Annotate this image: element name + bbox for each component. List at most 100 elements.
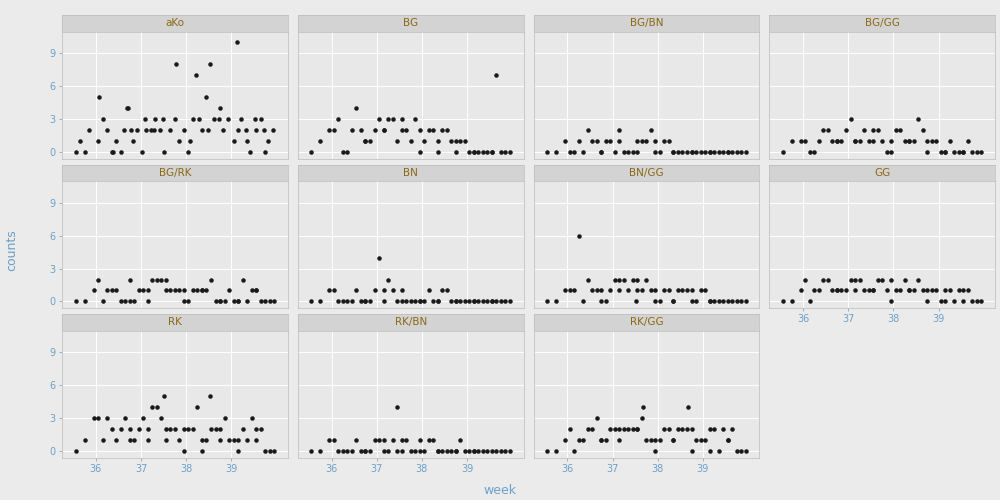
- Point: [598, 298, 614, 306]
- Point: [829, 137, 845, 145]
- Point: [131, 286, 147, 294]
- Point: [221, 286, 237, 294]
- Point: [202, 60, 218, 68]
- Point: [802, 298, 818, 306]
- Point: [171, 436, 187, 444]
- Point: [928, 137, 944, 145]
- Point: [312, 298, 328, 306]
- Point: [829, 286, 845, 294]
- Point: [430, 447, 446, 455]
- Point: [312, 137, 328, 145]
- Point: [407, 115, 423, 123]
- Point: [194, 286, 210, 294]
- Point: [394, 286, 410, 294]
- Point: [874, 276, 890, 283]
- Point: [820, 126, 836, 134]
- Point: [656, 137, 672, 145]
- Point: [185, 286, 201, 294]
- Point: [212, 104, 228, 112]
- Point: [394, 298, 410, 306]
- Point: [81, 126, 97, 134]
- Text: BG: BG: [403, 18, 418, 28]
- Point: [497, 298, 513, 306]
- Point: [488, 298, 504, 306]
- Point: [353, 298, 369, 306]
- Point: [203, 276, 219, 283]
- Point: [371, 254, 387, 262]
- Point: [367, 436, 383, 444]
- Point: [625, 276, 641, 283]
- Text: BN/GG: BN/GG: [629, 168, 664, 178]
- Point: [647, 286, 663, 294]
- Point: [203, 425, 219, 433]
- Point: [946, 148, 962, 156]
- Point: [488, 72, 504, 80]
- Point: [937, 148, 953, 156]
- Point: [412, 447, 428, 455]
- Point: [180, 148, 196, 156]
- Point: [575, 148, 591, 156]
- Point: [711, 298, 727, 306]
- Point: [448, 447, 464, 455]
- Point: [806, 286, 822, 294]
- Point: [125, 137, 141, 145]
- Point: [715, 148, 731, 156]
- Point: [847, 286, 863, 294]
- Point: [140, 298, 156, 306]
- Point: [443, 447, 459, 455]
- Point: [176, 126, 192, 134]
- Point: [883, 148, 899, 156]
- Point: [580, 126, 596, 134]
- Point: [403, 137, 419, 145]
- Point: [156, 148, 172, 156]
- Point: [104, 425, 120, 433]
- Point: [443, 137, 459, 145]
- Point: [674, 148, 690, 156]
- Point: [829, 137, 845, 145]
- Point: [117, 298, 133, 306]
- Point: [407, 298, 423, 306]
- Point: [888, 126, 904, 134]
- Point: [611, 137, 627, 145]
- Point: [656, 286, 672, 294]
- Point: [901, 286, 917, 294]
- Point: [607, 148, 623, 156]
- Point: [226, 298, 242, 306]
- Point: [566, 447, 582, 455]
- Point: [861, 137, 877, 145]
- Point: [720, 436, 736, 444]
- Point: [616, 148, 632, 156]
- Point: [634, 414, 650, 422]
- Point: [964, 298, 980, 306]
- Point: [584, 137, 600, 145]
- Point: [647, 298, 663, 306]
- Point: [248, 425, 264, 433]
- Point: [389, 447, 405, 455]
- Point: [180, 298, 196, 306]
- Point: [230, 447, 246, 455]
- Point: [68, 298, 84, 306]
- Point: [806, 148, 822, 156]
- Text: aKo: aKo: [165, 18, 184, 28]
- Point: [457, 298, 473, 306]
- Point: [117, 414, 133, 422]
- Point: [466, 298, 482, 306]
- Point: [176, 298, 192, 306]
- Point: [416, 137, 432, 145]
- Point: [620, 425, 636, 433]
- Point: [942, 286, 958, 294]
- Point: [321, 436, 337, 444]
- Point: [108, 137, 124, 145]
- Point: [584, 286, 600, 294]
- Point: [403, 447, 419, 455]
- Point: [135, 414, 151, 422]
- Point: [425, 126, 441, 134]
- Point: [180, 425, 196, 433]
- Point: [242, 148, 258, 156]
- Point: [312, 447, 328, 455]
- Point: [189, 286, 205, 294]
- Point: [870, 126, 886, 134]
- Point: [955, 148, 971, 156]
- Point: [457, 137, 473, 145]
- Point: [425, 298, 441, 306]
